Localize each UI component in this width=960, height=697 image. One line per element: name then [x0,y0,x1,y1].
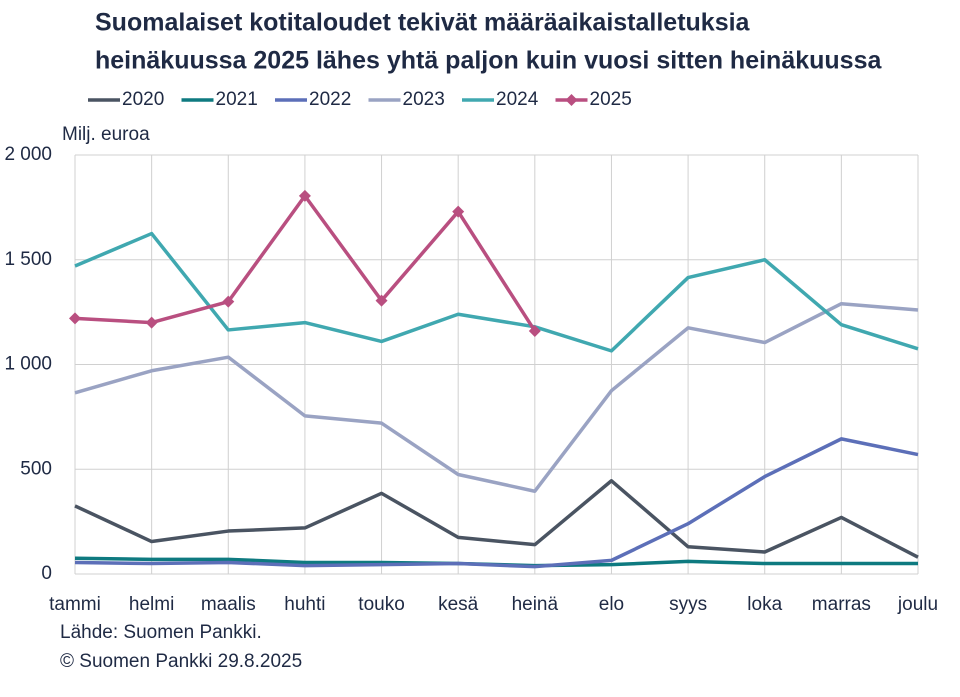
chart-title: Suomalaiset kotitaloudet tekivät määräai… [95,9,751,37]
legend-label: 2021 [216,89,258,110]
marker [375,294,388,307]
x-tick-label: touko [358,594,404,615]
line [74,231,919,353]
y-axis-label: Milj. euroa [62,124,150,145]
legend-label: 2024 [496,89,539,110]
marker [528,324,541,337]
x-tick-label: loka [747,594,782,615]
source: © Suomen Pankki 29.8.2025 [60,651,302,672]
source: Lähde: Suomen Pankki. [60,622,262,643]
legend-label: 2020 [122,89,164,110]
x-tick-label: helmi [129,594,174,615]
y-tick-label: 2 000 [4,144,52,165]
marker [69,312,81,325]
marker [298,189,311,202]
line [74,301,919,493]
line [74,479,919,559]
x-tick-label: huhti [284,594,325,615]
marker [222,295,235,308]
x-tick-label: joulu [897,594,938,615]
y-tick-label: 0 [41,563,52,584]
x-tick-label: syys [669,594,707,615]
y-tick-label: 500 [20,458,52,479]
legend-marker [565,94,578,106]
x-tick-label: tammi [49,594,101,615]
legend-label: 2025 [590,89,632,110]
x-tick-label: kesä [438,594,479,615]
y-tick-label: 1 500 [4,249,52,270]
marker [452,205,465,218]
y-tick-label: 1 000 [4,354,52,375]
legend-label: 2022 [309,89,351,110]
x-tick-label: heinä [512,594,559,615]
x-tick-label: elo [599,594,624,615]
x-tick-label: maalis [201,594,256,615]
chart-title: heinäkuussa 2025 lähes yhtä paljon kuin … [95,47,882,75]
legend-label: 2023 [403,89,445,110]
line [74,437,919,569]
x-tick-label: marras [812,594,871,615]
marker [145,316,158,329]
